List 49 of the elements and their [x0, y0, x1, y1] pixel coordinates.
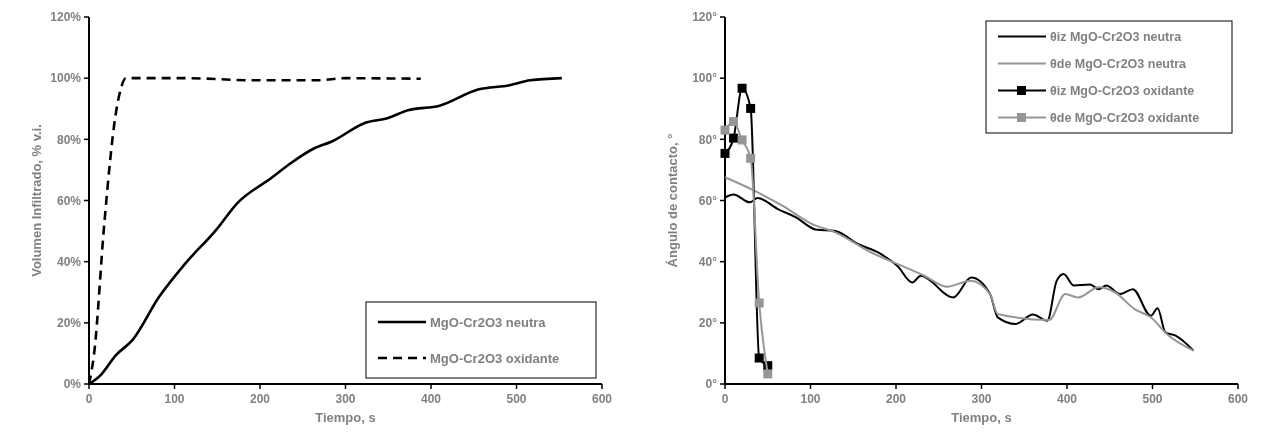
point — [754, 353, 764, 363]
point — [754, 298, 764, 308]
y-tick-label: 100° — [692, 71, 718, 86]
x-tick-label: 600 — [591, 392, 613, 406]
y-tick-label: 20° — [698, 316, 718, 331]
y-tick-label: 0° — [705, 377, 718, 392]
point — [763, 369, 773, 379]
x-tick-label: 400 — [1056, 392, 1078, 406]
y-axis-title: Volumen Infiltrado, % v.i. — [29, 124, 44, 277]
x-tick-label: 500 — [1142, 392, 1163, 406]
x-tick-label: 200 — [885, 392, 907, 406]
x-tick-label: 600 — [1227, 392, 1249, 406]
y-tick-label: 40° — [698, 254, 718, 269]
point — [737, 135, 747, 145]
point — [729, 133, 739, 143]
point — [746, 103, 756, 113]
legend-label: θiz MgO-Cr2O3 oxidante — [1050, 83, 1195, 98]
point — [737, 83, 747, 93]
x-tick-label: 100 — [164, 392, 185, 406]
y-tick-label: 100% — [50, 71, 82, 86]
point — [720, 125, 730, 135]
y-tick-label: 120% — [50, 10, 82, 25]
x-axis-title: Tiempo, s — [315, 410, 376, 425]
y-tick-label: 80° — [698, 132, 718, 147]
y-tick-label: 80% — [56, 132, 82, 147]
point — [729, 117, 739, 127]
y-tick-label: 120° — [692, 10, 718, 25]
y-tick-label: 60% — [56, 193, 82, 208]
legend-label: θiz MgO-Cr2O3 neutra — [1050, 29, 1183, 44]
x-tick-label: 0 — [85, 392, 93, 406]
x-tick-label: 200 — [249, 392, 271, 406]
point — [720, 148, 730, 158]
x-tick-label: 300 — [335, 392, 356, 406]
legend-label: MgO-Cr2O3 oxidante — [430, 350, 560, 366]
x-axis-title: Tiempo, s — [951, 410, 1012, 425]
y-tick-label: 0% — [63, 377, 82, 392]
x-tick-label: 100 — [800, 392, 821, 406]
x-tick-label: 500 — [506, 392, 527, 406]
x-tick-label: 300 — [971, 392, 992, 406]
legend-label: θde MgO-Cr2O3 neutra — [1050, 56, 1187, 71]
y-tick-label: 40% — [56, 254, 82, 269]
x-tick-label: 400 — [420, 392, 442, 406]
y-axis-title: Ángulo de contacto, ° — [665, 133, 680, 268]
y-tick-label: 20% — [56, 316, 82, 331]
legend-label: θde MgO-Cr2O3 oxidante — [1050, 110, 1200, 125]
legend-label: MgO-Cr2O3 neutra — [430, 314, 547, 330]
point — [746, 153, 756, 163]
y-tick-label: 60° — [698, 193, 718, 208]
x-tick-label: 0 — [721, 392, 729, 406]
